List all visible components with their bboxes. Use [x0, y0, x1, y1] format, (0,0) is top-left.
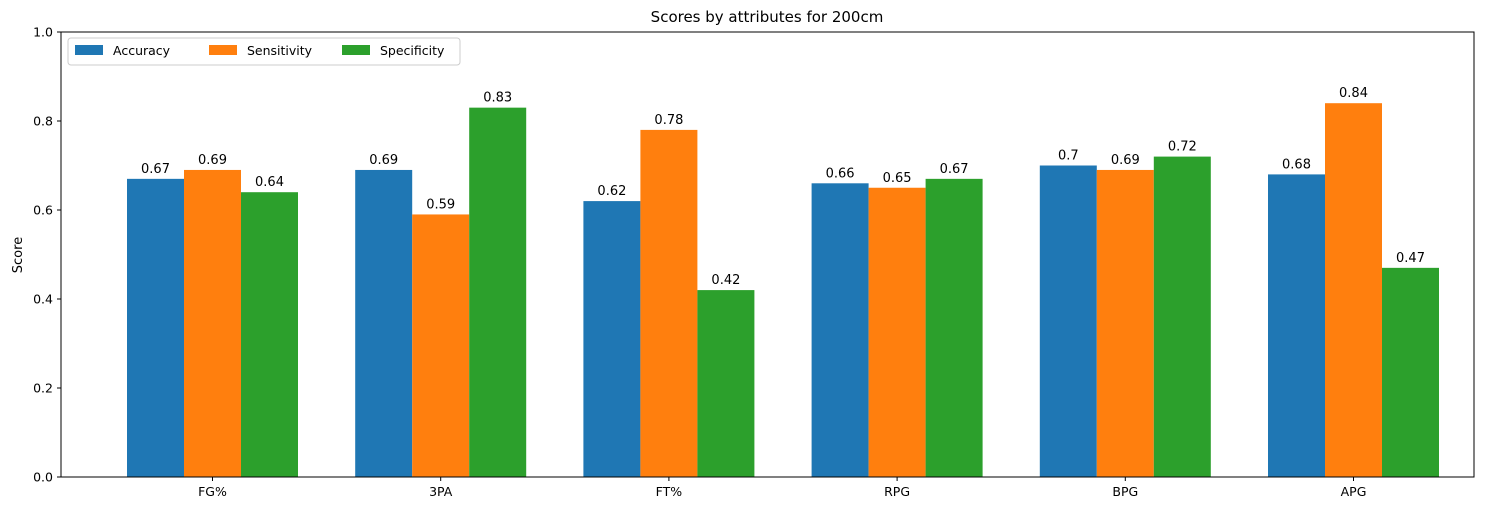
bar-specificity-3pa: [469, 107, 527, 478]
data-label: 0.64: [255, 175, 284, 190]
plot-frame: [60, 31, 1475, 478]
data-label: 0.42: [711, 273, 740, 288]
y-tick-label: 0.2: [33, 381, 53, 396]
legend-swatch-accuracy: [75, 45, 103, 55]
data-label: 0.84: [1339, 86, 1368, 101]
legend-label-specificity: Specificity: [380, 43, 445, 58]
legend-swatch-sensitivity: [209, 45, 237, 55]
bar-specificity-ftpct: [697, 290, 755, 477]
data-label: 0.47: [1396, 251, 1425, 266]
legend-box: [67, 37, 461, 66]
data-label: 0.68: [1282, 157, 1311, 172]
data-label: 0.59: [426, 197, 455, 212]
bar-accuracy-bpg: [1039, 165, 1097, 477]
x-tick-label: FG%: [198, 484, 227, 499]
y-axis: 0.0 0.2 0.4 0.6 0.8 1.0: [33, 25, 61, 485]
data-label: 0.65: [883, 171, 912, 186]
data-label: 0.66: [826, 166, 855, 181]
x-tick-label: APG: [1341, 484, 1367, 499]
data-label: 0.69: [1111, 153, 1140, 168]
bar-specificity-bpg: [1153, 156, 1211, 477]
y-tick-label: 0.0: [33, 470, 53, 485]
x-tick-label: BPG: [1112, 484, 1138, 499]
data-label: 0.72: [1168, 140, 1197, 155]
legend-label-sensitivity: Sensitivity: [247, 43, 313, 58]
bars-layer: [127, 103, 1439, 478]
y-tick-label: 0.4: [33, 292, 53, 307]
data-labels-layer: 0.67 0.69 0.62 0.66 0.7 0.68 0.69 0.59 0.78 0.65 0…: [141, 86, 1425, 288]
y-tick-label: 0.8: [33, 114, 53, 129]
bar-sensitivity-ftpct: [640, 129, 698, 477]
data-label: 0.83: [483, 91, 512, 106]
bar-accuracy-rpg: [811, 183, 869, 478]
data-label: 0.62: [597, 184, 626, 199]
bar-accuracy-apg: [1268, 174, 1325, 477]
data-label: 0.67: [940, 162, 969, 177]
legend-swatch-specificity: [342, 45, 370, 55]
bar-accuracy-ftpct: [583, 201, 641, 477]
data-label: 0.78: [654, 113, 683, 128]
bar-specificity-rpg: [925, 178, 983, 477]
data-label: 0.69: [198, 153, 227, 168]
bar-sensitivity-rpg: [868, 187, 926, 477]
data-label: 0.69: [369, 153, 398, 168]
x-axis: FG% 3PA FT% RPG BPG APG: [198, 477, 1366, 499]
bar-sensitivity-bpg: [1096, 169, 1154, 477]
bar-specificity-apg: [1382, 267, 1439, 477]
y-tick-label: 1.0: [33, 25, 53, 40]
legend-label-accuracy: Accuracy: [113, 43, 171, 58]
data-label: 0.67: [141, 162, 170, 177]
x-tick-label: FT%: [656, 484, 683, 499]
bar-accuracy-fgpct: [127, 178, 184, 477]
bar-sensitivity-fgpct: [184, 169, 241, 477]
legend: Accuracy Sensitivity Specificity: [67, 37, 461, 66]
bar-sensitivity-3pa: [412, 214, 470, 477]
x-tick-label: 3PA: [429, 484, 453, 499]
bar-accuracy-3pa: [355, 169, 413, 477]
chart-title: Scores by attributes for 200cm: [651, 8, 884, 26]
y-axis-label: Score: [11, 237, 26, 273]
data-label: 0.7: [1058, 149, 1079, 164]
y-tick-label: 0.6: [33, 203, 53, 218]
bar-specificity-fgpct: [241, 192, 298, 477]
x-tick-label: RPG: [884, 484, 910, 499]
bar-sensitivity-apg: [1325, 103, 1382, 477]
